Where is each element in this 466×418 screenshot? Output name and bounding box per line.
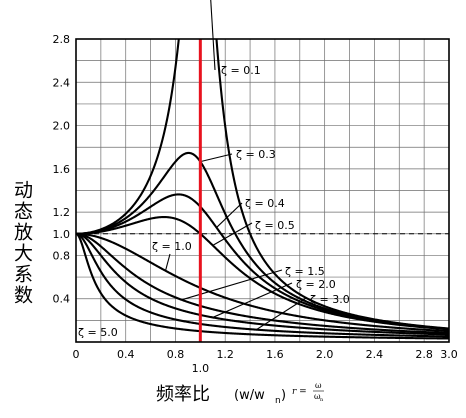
y-tick-label: 2.0 bbox=[53, 120, 71, 133]
series-label-zeta-0-3: ζ = 0.3 bbox=[236, 148, 276, 161]
x-axis-label-text: 频率比 bbox=[156, 384, 210, 405]
y-tick-labels: 0.4 0.8 1.0 1.2 1.6 2.0 2.4 2.8 bbox=[53, 33, 71, 306]
x-tick-label: 0 bbox=[73, 348, 80, 361]
y-tick-label: 2.4 bbox=[53, 76, 71, 89]
curve-zeta-1-5 bbox=[76, 232, 449, 335]
label-leaders bbox=[164, 0, 307, 331]
curve-zeta-0-5 bbox=[76, 216, 449, 331]
x-axis-label-paren: (w/w bbox=[234, 388, 265, 403]
x-tick-label: 2.4 bbox=[366, 348, 384, 361]
leader-zeta-0-5 bbox=[212, 222, 253, 246]
formula-r: r = bbox=[292, 387, 307, 397]
plot-frame bbox=[75, 38, 450, 343]
x-tick-label: 2.0 bbox=[316, 348, 334, 361]
y-tick-label: 1.0 bbox=[53, 228, 71, 241]
leader-zeta-1-5 bbox=[181, 269, 283, 301]
y-tick-label: 1.6 bbox=[53, 163, 71, 176]
x-tick-label: 1.6 bbox=[266, 348, 284, 361]
leader-zeta-0-4 bbox=[216, 202, 243, 228]
x-tick-labels: 0 0.4 0.8 1.2 1.6 2.0 2.4 2.8 3.0 1.0 bbox=[73, 348, 458, 375]
x-axis-label: 频率比 (w/w n ) r = ω ω n bbox=[156, 381, 324, 406]
x-axis-label-close: ) bbox=[281, 388, 286, 403]
series-label-zeta-0-1: ζ = 0.1 bbox=[221, 64, 261, 77]
series-label-zeta-1-0: ζ = 1.0 bbox=[152, 240, 192, 253]
x-tick-label: 3.0 bbox=[440, 348, 458, 361]
x-tick-label-resonance: 1.0 bbox=[192, 362, 210, 375]
leader-zeta-2-0 bbox=[212, 282, 293, 318]
series-label-zeta-3-0: ζ = 3.0 bbox=[310, 293, 350, 306]
y-tick-label: 0.4 bbox=[53, 293, 71, 306]
leader-zeta-3-0 bbox=[255, 297, 307, 331]
y-axis-label: 动态放大系数 bbox=[11, 180, 33, 306]
series-labels: ζ = 0.1 ζ = 0.3 ζ = 0.4 ζ = 0.5 ζ = 1.0 ζ = 1… bbox=[78, 64, 350, 339]
y-tick-label: 2.8 bbox=[53, 33, 71, 46]
x-axis-label-sub: n bbox=[275, 396, 281, 406]
series-label-zeta-0-4: ζ = 0.4 bbox=[245, 197, 285, 210]
formula-num: ω bbox=[315, 381, 322, 390]
curve-zeta-3 bbox=[76, 232, 449, 338]
curve-zeta-2 bbox=[76, 232, 449, 336]
y-tick-label: 0.8 bbox=[53, 249, 71, 262]
series-label-zeta-5-0: ζ = 5.0 bbox=[78, 326, 118, 339]
series-label-zeta-2-0: ζ = 2.0 bbox=[296, 278, 336, 291]
curve-zeta-1 bbox=[76, 232, 449, 333]
y-tick-label: 1.2 bbox=[53, 206, 71, 219]
leader-zeta-1-0 bbox=[164, 253, 171, 271]
leader-zeta-0-1 bbox=[210, 0, 216, 71]
series-label-zeta-1-5: ζ = 1.5 bbox=[285, 265, 325, 278]
curve-zeta-0-1 bbox=[76, 39, 449, 330]
x-tick-label: 0.4 bbox=[117, 348, 135, 361]
grid bbox=[76, 39, 449, 342]
series-label-zeta-0-5: ζ = 0.5 bbox=[255, 219, 295, 232]
x-tick-label: 0.8 bbox=[167, 348, 185, 361]
formula-den: ω bbox=[314, 392, 321, 401]
curve-zeta-5 bbox=[76, 232, 449, 340]
curves bbox=[76, 39, 449, 340]
formula-den-sub: n bbox=[320, 397, 324, 403]
x-tick-label: 2.8 bbox=[415, 348, 433, 361]
leader-zeta-0-3 bbox=[200, 153, 233, 163]
x-tick-label: 1.2 bbox=[216, 348, 234, 361]
